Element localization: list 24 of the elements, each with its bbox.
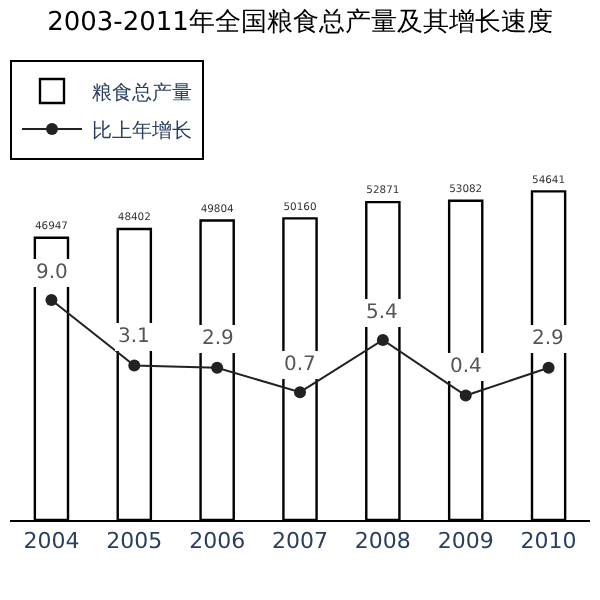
chart-title: 2003-2011年全国粮食总产量及其增长速度 bbox=[47, 6, 553, 39]
x-tick-label: 2005 bbox=[106, 528, 163, 555]
point bbox=[128, 359, 141, 372]
point bbox=[45, 294, 58, 306]
point bbox=[211, 361, 224, 374]
data-label: 9.0 bbox=[36, 262, 68, 284]
x-tick-label: 2004 bbox=[23, 528, 80, 555]
data-label: 2.9 bbox=[202, 328, 234, 350]
data-label: 5.4 bbox=[366, 302, 398, 324]
data-label: 2.9 bbox=[532, 328, 564, 350]
x-tick-label: 2009 bbox=[437, 528, 494, 555]
x-tick-label: 2007 bbox=[272, 528, 328, 555]
data-label: 0.7 bbox=[284, 354, 316, 376]
legend-label: 比上年增长 bbox=[92, 118, 192, 143]
data-label: 3.1 bbox=[118, 326, 150, 348]
legend-label: 粮食总产量 bbox=[92, 80, 192, 105]
x-tick-label: 2006 bbox=[189, 528, 246, 555]
point bbox=[376, 334, 389, 346]
x-tick-label: 2010 bbox=[520, 528, 577, 555]
point bbox=[294, 386, 306, 399]
data-label: 0.4 bbox=[450, 356, 482, 378]
x-tick-label: 2008 bbox=[354, 528, 411, 555]
point bbox=[542, 361, 555, 374]
point bbox=[459, 389, 472, 402]
